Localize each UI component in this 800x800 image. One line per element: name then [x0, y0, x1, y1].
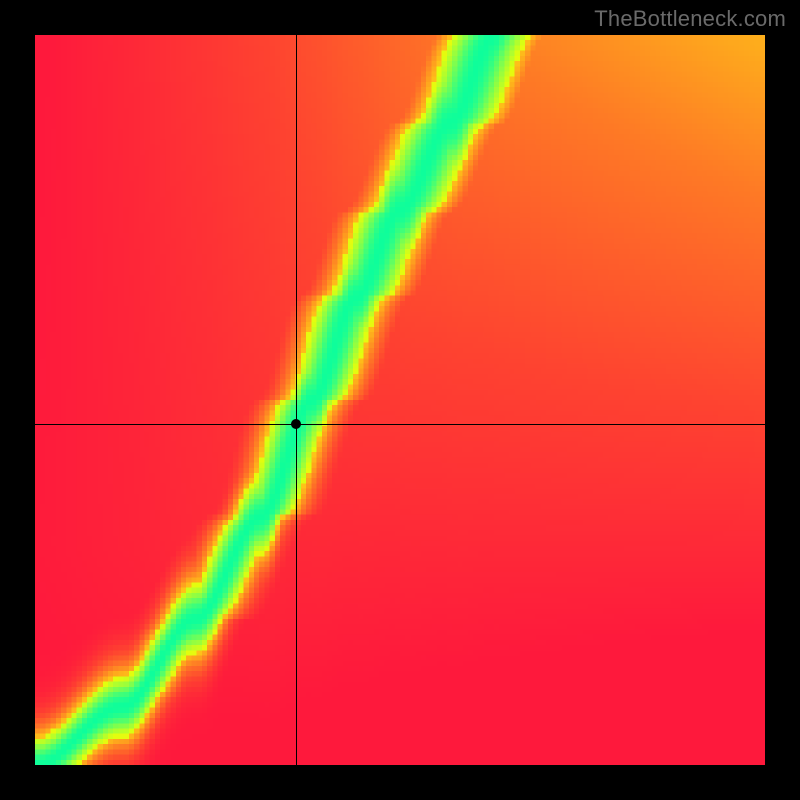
plot-area: [35, 35, 765, 765]
crosshair-horizontal: [35, 424, 765, 425]
figure-container: TheBottleneck.com: [0, 0, 800, 800]
heatmap-canvas: [35, 35, 765, 765]
crosshair-dot: [291, 419, 301, 429]
crosshair-vertical: [296, 35, 297, 765]
watermark-text: TheBottleneck.com: [594, 6, 786, 32]
